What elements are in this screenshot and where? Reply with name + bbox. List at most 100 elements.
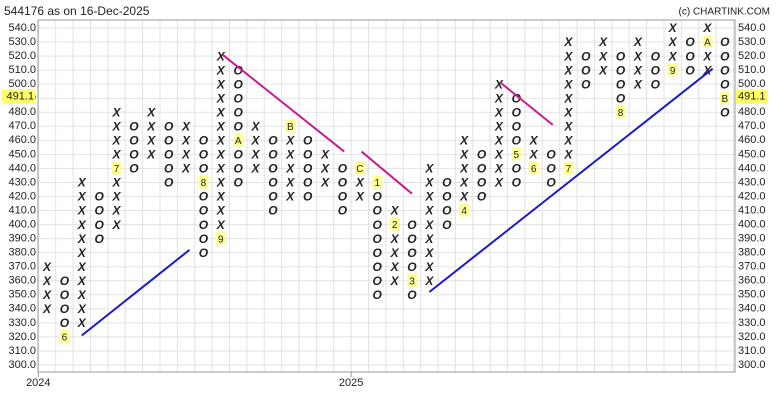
x-box: X	[77, 260, 87, 274]
x-box: X	[181, 119, 191, 133]
x-box: X	[112, 204, 122, 218]
y-tick-label-left: 510.0	[8, 64, 36, 76]
o-box: O	[373, 288, 383, 302]
o-box: O	[338, 204, 348, 218]
y-tick-label-left: 340.0	[8, 303, 36, 315]
o-box: O	[234, 119, 244, 133]
y-tick-label-right: 450.0	[738, 148, 766, 160]
month-marker-bg	[233, 133, 244, 147]
x-box: X	[598, 63, 608, 77]
x-box: X	[216, 63, 226, 77]
x-box: X	[494, 176, 504, 190]
month-marker: 7	[114, 164, 120, 175]
x-box: X	[494, 105, 504, 119]
y-tick-label-right: 330.0	[738, 317, 766, 329]
month-marker-bg	[285, 119, 296, 133]
y-tick-label-left: 380.0	[8, 247, 36, 259]
x-box: X	[459, 176, 469, 190]
chart-title: 544176 as on 16-Dec-2025	[4, 4, 150, 18]
month-marker: 7	[566, 164, 572, 175]
x-box: X	[77, 316, 87, 330]
o-box: O	[651, 77, 661, 91]
o-box: O	[164, 134, 174, 148]
x-box: X	[112, 190, 122, 204]
x-box: X	[112, 148, 122, 162]
y-tick-label-left: 390.0	[8, 233, 36, 245]
x-box: X	[216, 148, 226, 162]
o-box: O	[199, 218, 209, 232]
x-box: X	[216, 77, 226, 91]
o-box: O	[373, 204, 383, 218]
o-box: O	[129, 134, 139, 148]
x-box: X	[563, 105, 573, 119]
x-box: X	[42, 274, 52, 288]
x-box: X	[355, 190, 365, 204]
o-box: O	[477, 162, 487, 176]
x-box: X	[320, 148, 330, 162]
month-marker: 6	[531, 164, 537, 175]
y-tick-label-right: 370.0	[738, 261, 766, 273]
o-box: O	[442, 204, 452, 218]
x-box: X	[77, 302, 87, 316]
y-tick-label-left: 370.0	[8, 261, 36, 273]
x-box: X	[216, 162, 226, 176]
o-box: O	[546, 176, 556, 190]
o-box: O	[60, 302, 70, 316]
o-box: O	[373, 190, 383, 204]
y-tick-label-left: 400.0	[8, 218, 36, 230]
x-box: X	[702, 49, 712, 63]
y-tick-label-left: 320.0	[8, 331, 36, 343]
x-box: X	[668, 35, 678, 49]
o-box: O	[199, 134, 209, 148]
x-box: X	[563, 63, 573, 77]
x-box: X	[216, 49, 226, 63]
x-box: X	[598, 49, 608, 63]
y-tick-label-right: 520.0	[738, 50, 766, 62]
x-box: X	[146, 148, 156, 162]
o-box: O	[94, 204, 104, 218]
x-box: X	[355, 176, 365, 190]
o-box: O	[616, 77, 626, 91]
y-tick-label-right: 340.0	[738, 303, 766, 315]
month-marker-bg	[719, 91, 730, 105]
month-marker-bg	[111, 161, 122, 175]
o-box: O	[512, 176, 522, 190]
x-box: X	[320, 176, 330, 190]
o-box: O	[720, 63, 730, 77]
x-box: X	[216, 176, 226, 190]
y-tick-label-left: 540.0	[8, 22, 36, 34]
month-marker-bg	[198, 175, 209, 189]
o-box: O	[199, 246, 209, 260]
x-box: X	[424, 246, 434, 260]
o-box: O	[234, 162, 244, 176]
o-box: O	[338, 190, 348, 204]
o-box: O	[129, 148, 139, 162]
o-box: O	[616, 91, 626, 105]
month-marker-bg	[615, 105, 626, 119]
o-box: O	[651, 63, 661, 77]
y-tick-label-left: 520.0	[8, 50, 36, 62]
x-box: X	[633, 35, 643, 49]
month-marker-bg	[372, 175, 383, 189]
x-box: X	[424, 232, 434, 246]
y-tick-label-left: 410.0	[8, 204, 36, 216]
o-box: O	[546, 148, 556, 162]
month-marker-bg	[528, 161, 539, 175]
x-box: X	[494, 91, 504, 105]
x-box: X	[529, 148, 539, 162]
trendline	[428, 67, 714, 293]
x-box: X	[216, 91, 226, 105]
x-box: X	[702, 21, 712, 35]
month-marker: B	[287, 122, 294, 133]
o-box: O	[164, 176, 174, 190]
o-box: O	[303, 134, 313, 148]
o-box: O	[373, 232, 383, 246]
last-price-bg	[736, 89, 768, 104]
o-box: O	[129, 119, 139, 133]
month-marker: 6	[62, 333, 68, 344]
y-tick-label-left: 360.0	[8, 275, 36, 287]
year-label: 2025	[339, 377, 363, 389]
o-box: O	[407, 232, 417, 246]
o-box: O	[407, 260, 417, 274]
